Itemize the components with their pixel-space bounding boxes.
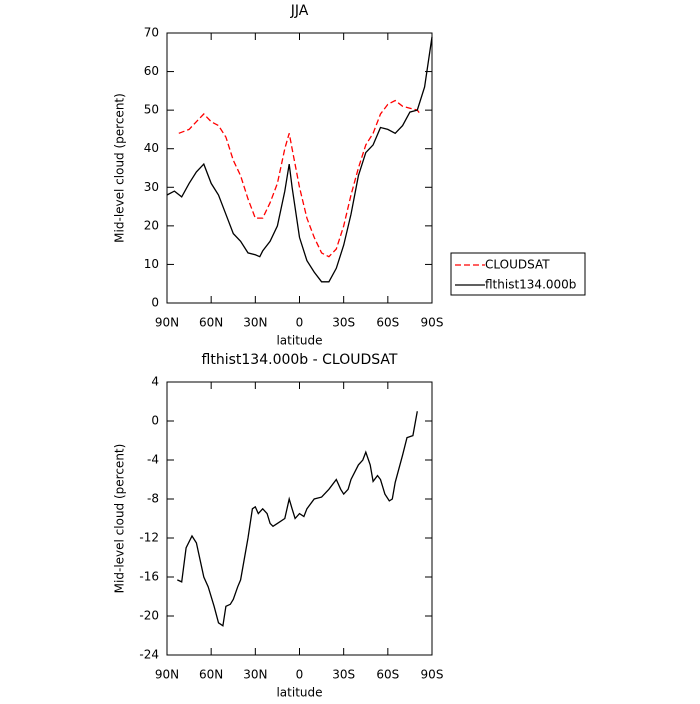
- x-tick-label: 30S: [332, 668, 355, 682]
- y-tick-label: 4: [151, 375, 159, 389]
- y-tick-label: -4: [147, 453, 159, 467]
- y-tick-label: -24: [139, 648, 159, 662]
- y-tick-label: 0: [151, 414, 159, 428]
- x-tick-label: 60N: [199, 668, 223, 682]
- chart-title: JJA: [290, 3, 309, 19]
- x-axis-label: latitude: [276, 686, 322, 700]
- plot-frame: [166, 32, 433, 304]
- y-tick-label: 30: [144, 180, 159, 194]
- x-tick-label: 30S: [332, 316, 355, 330]
- y-axis-label: Mid-level cloud (percent): [113, 444, 127, 594]
- x-tick-label: 0: [296, 668, 304, 682]
- data-line: [178, 99, 421, 258]
- x-tick-label: 90S: [421, 668, 444, 682]
- x-axis-label: latitude: [276, 334, 322, 348]
- legend-box: [450, 252, 586, 296]
- x-tick-label: 90S: [421, 316, 444, 330]
- x-tick-label: 90N: [155, 668, 179, 682]
- y-tick-label: 0: [151, 296, 159, 310]
- y-tick-label: 60: [144, 64, 159, 78]
- y-tick-label: 10: [144, 257, 159, 271]
- y-axis-label: Mid-level cloud (percent): [113, 93, 127, 243]
- data-line: [177, 411, 418, 627]
- plot-frame: [166, 381, 433, 656]
- y-tick-label: -20: [139, 609, 159, 623]
- chart-title: flthist134.000b - CLOUDSAT: [202, 352, 398, 368]
- x-tick-label: 0: [296, 316, 304, 330]
- y-tick-label: -12: [139, 531, 159, 545]
- y-tick-label: 70: [144, 26, 159, 40]
- x-tick-label: 60N: [199, 316, 223, 330]
- y-tick-label: 40: [144, 141, 159, 155]
- x-tick-label: 90N: [155, 316, 179, 330]
- y-tick-label: 20: [144, 218, 159, 232]
- y-tick-label: 50: [144, 103, 159, 117]
- x-tick-label: 30N: [243, 316, 267, 330]
- y-tick-label: -8: [147, 492, 159, 506]
- data-line: [166, 36, 433, 283]
- x-tick-label: 30N: [243, 668, 267, 682]
- legend-label: flthist134.000b: [485, 278, 576, 292]
- y-tick-label: -16: [139, 570, 159, 584]
- x-tick-label: 60S: [376, 668, 399, 682]
- x-tick-label: 60S: [376, 316, 399, 330]
- legend-label: CLOUDSAT: [485, 258, 550, 272]
